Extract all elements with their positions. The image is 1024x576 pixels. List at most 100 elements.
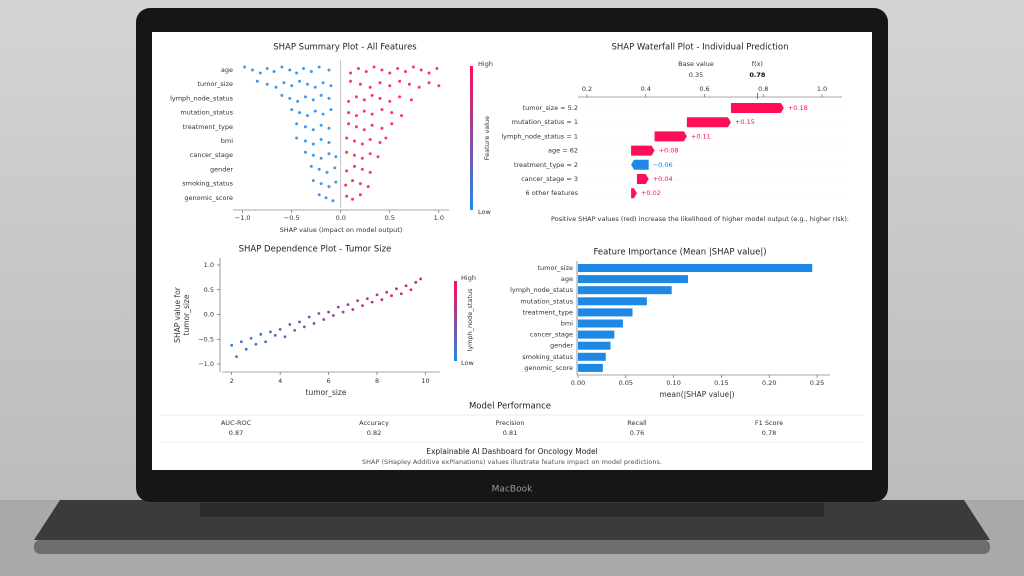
metric-name: AUC-ROC: [221, 419, 252, 427]
waterfall-bar: [631, 145, 655, 156]
shap-point: [403, 70, 407, 73]
feature-label: bmi: [221, 137, 233, 145]
feature-label: age: [561, 275, 573, 283]
x-tick-label: 0.00: [571, 379, 585, 387]
shap-point: [380, 68, 384, 72]
feature-label: smoking_status: [522, 353, 573, 361]
scatter-point: [375, 293, 379, 297]
importance-bar: [578, 286, 672, 295]
x-tick-label: 1.0: [817, 85, 827, 93]
shap-point: [351, 179, 355, 183]
shap-point: [329, 84, 333, 88]
shap-point: [390, 111, 394, 115]
feature-label: tumor_size = 5.2: [523, 104, 578, 112]
y-axis-label: tumor_size: [182, 294, 191, 335]
y-tick-label: 0.5: [204, 286, 214, 294]
feature-label: treatment_type: [183, 123, 233, 131]
shap-point: [274, 85, 278, 89]
scatter-point: [269, 330, 272, 334]
scatter-point: [288, 323, 292, 326]
value-label: +0.18: [788, 104, 808, 112]
shap-point: [354, 114, 358, 118]
x-tick-label: −1.0: [235, 214, 251, 222]
shap-point: [378, 141, 382, 144]
shap-point: [345, 150, 349, 154]
feature-label: gender: [550, 342, 573, 350]
metric-value: 0.78: [762, 429, 776, 437]
metric-value: 0.76: [630, 429, 644, 437]
metric-name: Precision: [495, 419, 524, 427]
shap-point: [305, 82, 309, 86]
metric-value: 0.81: [503, 429, 517, 437]
shap-point: [347, 99, 351, 103]
scatter-point: [239, 340, 243, 344]
shap-point: [301, 67, 305, 70]
scatter-point: [399, 292, 403, 296]
shap-point: [296, 99, 300, 103]
x-tick-label: 2: [230, 377, 234, 385]
x-tick-label: 6: [327, 377, 331, 385]
shap-point: [333, 166, 337, 170]
shap-point: [356, 67, 360, 70]
waterfall-bar: [686, 117, 731, 128]
value-label: +0.08: [659, 147, 679, 155]
x-tick-label: 8: [375, 377, 379, 385]
shap-point: [347, 111, 351, 115]
scatter-point: [312, 322, 316, 325]
feature-label: tumor_size: [197, 80, 233, 88]
feature-label: lymph_node_status = 1: [501, 132, 578, 140]
shap-point: [327, 126, 331, 130]
feature-label: bmi: [561, 320, 573, 328]
shap-point: [303, 150, 307, 154]
scatter-point: [259, 332, 263, 336]
scatter-point: [249, 336, 253, 340]
importance-bar: [578, 308, 633, 317]
metric-value: 0.82: [367, 429, 381, 437]
x-axis-label: mean(|SHAP value|): [659, 390, 734, 399]
feature-label: mutation_status: [180, 109, 233, 117]
feature-label: mutation_status = 1: [512, 118, 578, 126]
value-label: −0.06: [653, 161, 673, 169]
scatter-point: [322, 318, 326, 321]
shap-point: [349, 71, 353, 75]
shap-point: [319, 93, 323, 97]
value-label: +0.11: [691, 132, 711, 140]
importance-bar: [578, 330, 615, 339]
value-label: +0.15: [735, 118, 755, 126]
shap-point: [321, 81, 325, 85]
shap-point: [435, 67, 439, 70]
importance-bar: [578, 275, 688, 284]
shap-point: [319, 138, 323, 141]
shap-point: [334, 180, 338, 184]
y-tick-label: 1.0: [204, 261, 214, 269]
shap-point: [352, 139, 356, 143]
shap-point: [411, 65, 415, 69]
scatter-point: [244, 347, 248, 351]
shap-point: [311, 98, 315, 102]
shap-point: [280, 65, 284, 69]
shap-point: [372, 65, 376, 69]
shap-point: [319, 156, 323, 160]
x-tick-label: 0.0: [336, 214, 346, 222]
shap-point: [366, 185, 370, 189]
caption: Positive SHAP values (red) increase the …: [551, 215, 849, 223]
shap-point: [358, 193, 362, 197]
scatter-point: [278, 327, 282, 331]
shap-point: [329, 108, 333, 112]
shap-point: [255, 79, 259, 83]
shap-point: [258, 71, 262, 75]
feature-label: treatment_type: [523, 308, 573, 316]
keyboard-edge: [200, 503, 824, 517]
shap-point: [427, 71, 431, 75]
scatter-point: [307, 315, 311, 319]
shap-point: [345, 194, 349, 198]
device-label: MacBook: [492, 485, 533, 495]
shap-point: [370, 93, 374, 97]
shap-point: [325, 170, 329, 174]
shap-point: [362, 109, 366, 113]
colorbar-low: Low: [478, 208, 491, 216]
colorbar: [454, 281, 457, 361]
scatter-point: [409, 288, 413, 292]
feature-label: genomic_score: [524, 364, 573, 372]
